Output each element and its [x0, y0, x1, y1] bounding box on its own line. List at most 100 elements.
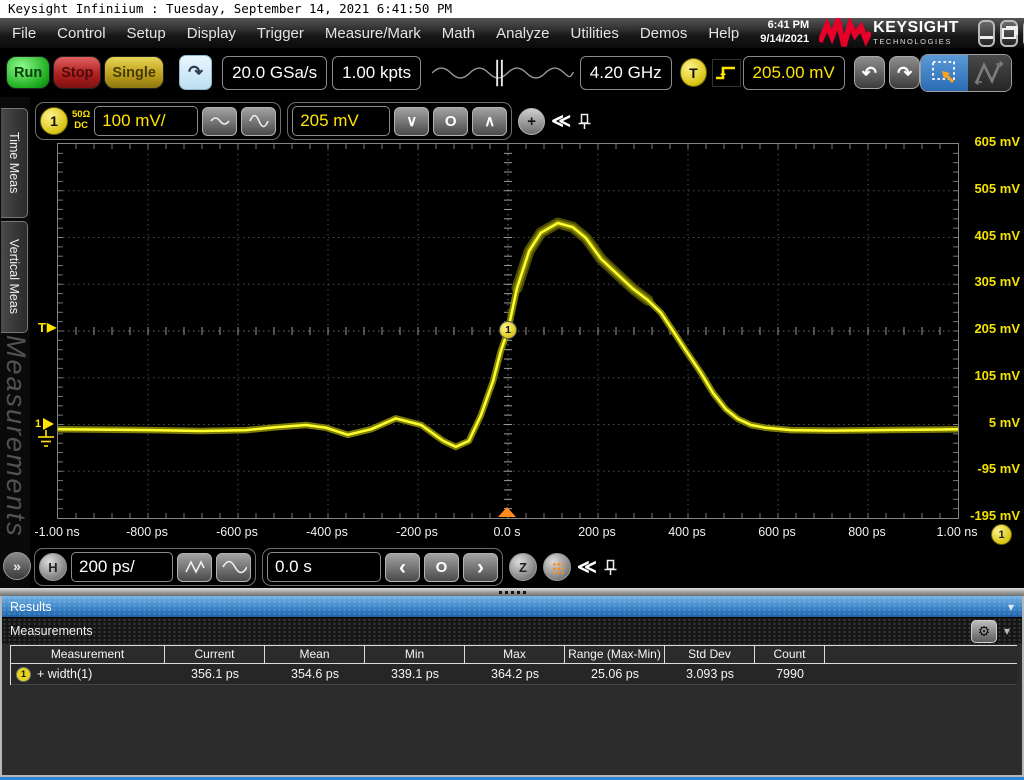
large-wave-icon	[248, 114, 269, 128]
trace-trigger-badge[interactable]: 1	[499, 321, 517, 339]
svg-text:1: 1	[35, 418, 41, 430]
trigger-time-marker[interactable]	[498, 507, 516, 517]
position-right-button[interactable]: ›	[463, 552, 498, 582]
impedance-label: 50Ω	[72, 109, 91, 121]
time-tick-label: 1.00 ns	[936, 525, 978, 539]
menu-item-control[interactable]: Control	[57, 24, 106, 42]
trigger-level-field[interactable]: 205.00 mV	[742, 55, 845, 90]
horizontal-position-group: 0.0 s ‹ O ›	[262, 548, 503, 586]
menu-item-trigger[interactable]: Trigger	[256, 24, 304, 42]
menu-item-utilities[interactable]: Utilities	[570, 24, 619, 42]
touch-mode-button[interactable]: ↷	[178, 55, 213, 90]
sample-rate-field[interactable]: 20.0 GSa/s	[222, 55, 328, 90]
add-channel-button[interactable]: +	[518, 107, 546, 135]
small-wave-icon	[210, 117, 230, 125]
increase-scale-button[interactable]	[241, 106, 277, 136]
measurements-section-bar[interactable]: Measurements ⚙ ▾	[2, 617, 1022, 644]
column-header-max[interactable]: Max	[465, 646, 565, 663]
table-row[interactable]: 1 + width(1) 356.1 ps 354.6 ps 339.1 ps 364.2…	[11, 664, 1017, 685]
waveform-plot[interactable]	[57, 143, 959, 519]
zoom-out-time-button[interactable]	[216, 552, 251, 582]
memory-depth-field[interactable]: 1.00 kpts	[332, 55, 422, 90]
decrease-scale-button[interactable]	[202, 106, 238, 136]
pin-icon[interactable]	[603, 559, 618, 576]
measurement-value-cell: 354.6 ps	[291, 667, 339, 681]
voltage-tick-label: 205 mV	[974, 321, 1020, 336]
channel-1-badge[interactable]: 1	[40, 107, 68, 135]
menu-bar: File Control Setup Display Trigger Measure/Ma…	[0, 18, 1024, 48]
menu-item-setup[interactable]: Setup	[126, 24, 166, 42]
column-header-std-dev[interactable]: Std Dev	[665, 646, 755, 663]
sidebar-tab-time-meas[interactable]: Time Meas	[1, 108, 28, 218]
restore-button[interactable]	[999, 19, 1018, 47]
chevron-left-icon: ‹	[399, 555, 406, 579]
panel-splitter[interactable]	[0, 588, 1024, 596]
measurements-dropdown-icon[interactable]: ▾	[1003, 624, 1010, 638]
offset-down-button[interactable]: ∨	[394, 106, 430, 136]
menu-item-demos[interactable]: Demos	[639, 24, 688, 42]
zoom-in-time-button[interactable]	[177, 552, 212, 582]
bandwidth-field[interactable]: 4.20 GHz	[579, 55, 672, 90]
window-title: Keysight Infiniium : Tuesday, September …	[0, 0, 1024, 18]
position-zero-button[interactable]: O	[424, 552, 459, 582]
column-header-mean[interactable]: Mean	[265, 646, 365, 663]
menu-item-display[interactable]: Display	[186, 24, 236, 42]
collapse-horizontal-bar-button[interactable]: ≪	[577, 556, 597, 579]
results-dropdown-icon[interactable]: ▾	[1007, 599, 1014, 614]
collapse-channel-bar-button[interactable]: ≪	[551, 110, 571, 133]
vertical-offset-field[interactable]: 205 mV	[292, 106, 391, 136]
sidebar-tab-vertical-meas[interactable]: Vertical Meas	[1, 221, 28, 333]
undo-icon: ↶	[861, 62, 877, 83]
vertical-scale-field[interactable]: 100 mV/	[94, 106, 199, 136]
zoom-window-button[interactable]: Z	[509, 553, 537, 581]
clock-date: 9/14/2021	[760, 33, 810, 45]
results-header[interactable]: Results ▾	[2, 596, 1022, 617]
select-region-tool-button[interactable]	[921, 54, 968, 91]
channel-coupling-label: 50Ω DC	[72, 109, 91, 132]
measurement-value-cell: 364.2 ps	[491, 667, 539, 681]
trigger-badge[interactable]: T	[679, 58, 708, 87]
undo-button[interactable]: ↶	[853, 56, 886, 89]
zero-icon: O	[444, 112, 457, 130]
menu-item-file[interactable]: File	[12, 24, 37, 42]
measurement-value-cell: 356.1 ps	[191, 667, 239, 681]
trigger-edge-icon[interactable]	[712, 58, 741, 87]
bandwidth-slider-handle[interactable]	[496, 59, 503, 86]
drag-waveform-tool-button[interactable]	[967, 54, 1011, 91]
column-header-measurement[interactable]: Measurement	[11, 646, 165, 663]
minimize-button[interactable]	[977, 19, 995, 47]
measurement-value-cell: 7990	[776, 667, 804, 681]
position-left-button[interactable]: ‹	[385, 552, 420, 582]
trigger-level-marker[interactable]: T ▶	[38, 321, 56, 335]
menu-item-measure-mark[interactable]: Measure/Mark	[324, 24, 421, 42]
column-header-range-max-min-[interactable]: Range (Max-Min)	[565, 646, 665, 663]
channel-ground-marker[interactable]: 1	[34, 413, 57, 451]
single-button[interactable]: Single	[104, 56, 164, 89]
chevron-up-icon: ∧	[484, 112, 496, 130]
offset-zero-button[interactable]: O	[433, 106, 469, 136]
column-header-current[interactable]: Current	[165, 646, 265, 663]
time-tick-label: 400 ps	[668, 525, 706, 539]
pin-icon[interactable]	[577, 113, 592, 130]
measurements-settings-button[interactable]: ⚙	[970, 619, 997, 643]
expand-sidebar-button[interactable]: »	[3, 552, 31, 580]
redo-button[interactable]: ↷	[889, 56, 921, 89]
stop-button[interactable]: Stop	[53, 56, 102, 89]
restore-icon	[1001, 27, 1016, 39]
menu-item-math[interactable]: Math	[441, 24, 476, 42]
run-button[interactable]: Run	[6, 56, 51, 89]
sidebar: Time Meas Vertical Meas	[0, 97, 30, 588]
timebase-scale-field[interactable]: 200 ps/	[71, 552, 173, 582]
column-header-count[interactable]: Count	[755, 646, 825, 663]
gear-icon: ⚙	[977, 623, 991, 639]
timebase-reference-badge[interactable]: 1	[991, 524, 1012, 545]
horizontal-badge[interactable]: H	[39, 553, 67, 581]
grid-display-button[interactable]	[543, 553, 571, 581]
timebase-position-field[interactable]: 0.0 s	[267, 552, 381, 582]
column-header-min[interactable]: Min	[365, 646, 465, 663]
menu-item-help[interactable]: Help	[708, 24, 740, 42]
bandwidth-slider[interactable]	[432, 56, 574, 90]
offset-up-button[interactable]: ∧	[472, 106, 508, 136]
menu-item-analyze[interactable]: Analyze	[496, 24, 550, 42]
